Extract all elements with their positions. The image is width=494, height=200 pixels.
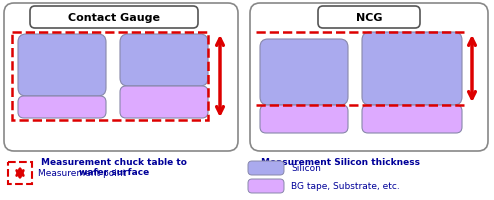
Text: Silicon: Silicon [291, 164, 321, 173]
Text: Contact Gauge: Contact Gauge [68, 13, 160, 23]
FancyBboxPatch shape [362, 105, 462, 133]
Bar [8, 162, 32, 184]
Text: Measurement point: Measurement point [38, 169, 126, 178]
FancyBboxPatch shape [248, 161, 284, 175]
Text: NCG: NCG [356, 13, 382, 23]
Text: Measurement chuck table to
wafer surface: Measurement chuck table to wafer surface [41, 157, 187, 177]
FancyBboxPatch shape [30, 7, 198, 29]
FancyBboxPatch shape [362, 33, 462, 105]
Text: BG tape, Substrate, etc.: BG tape, Substrate, etc. [291, 182, 400, 191]
FancyBboxPatch shape [18, 97, 106, 118]
FancyBboxPatch shape [4, 4, 238, 151]
FancyBboxPatch shape [318, 7, 420, 29]
Bar [12, 33, 208, 120]
FancyBboxPatch shape [120, 35, 208, 87]
FancyBboxPatch shape [260, 105, 348, 133]
FancyBboxPatch shape [260, 40, 348, 105]
FancyBboxPatch shape [18, 35, 106, 97]
FancyBboxPatch shape [120, 87, 208, 118]
FancyBboxPatch shape [248, 179, 284, 193]
FancyBboxPatch shape [250, 4, 488, 151]
Text: Measurement Silicon thickness: Measurement Silicon thickness [260, 157, 419, 166]
